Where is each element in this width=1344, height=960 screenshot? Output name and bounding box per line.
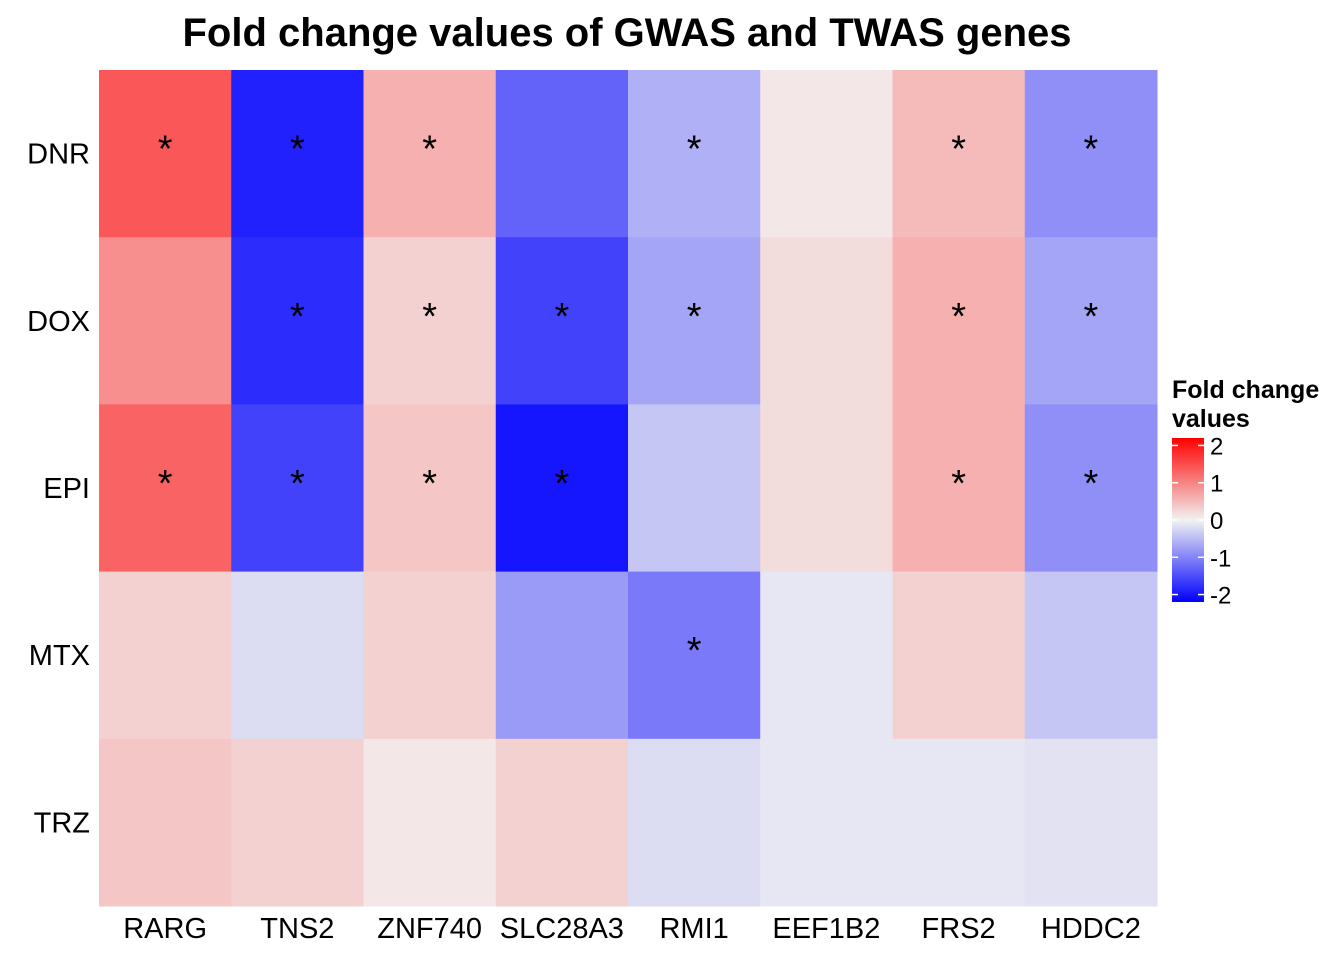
significance-star: *	[687, 129, 702, 171]
heatmap-cell-epi-eef1b2	[760, 404, 893, 573]
legend-tick-label: -2	[1210, 583, 1231, 610]
significance-star: *	[687, 296, 702, 338]
heatmap-cell-mtx-znf740	[363, 571, 497, 740]
significance-star: *	[1083, 296, 1098, 338]
heatmap-cell-epi-rmi1	[628, 404, 761, 573]
significance-star: *	[422, 463, 437, 505]
heatmap-cell-dnr-frs2	[892, 70, 1026, 238]
heatmap-cell-dnr-eef1b2	[760, 70, 893, 238]
y-tick-label: DNR	[27, 139, 90, 171]
significance-star: *	[951, 129, 966, 171]
heatmap-cells	[99, 70, 1158, 907]
heatmap-cell-mtx-rmi1	[628, 571, 761, 740]
significance-star: *	[554, 296, 569, 338]
legend-title-line2: values	[1172, 405, 1250, 433]
heatmap-cell-dox-eef1b2	[760, 237, 893, 405]
chart-title: Fold change values of GWAS and TWAS gene…	[182, 11, 1071, 55]
heatmap-cell-trz-eef1b2	[760, 738, 893, 907]
heatmap-cell-trz-frs2	[892, 738, 1026, 907]
heatmap-cell-epi-slc28a3	[495, 404, 629, 573]
legend-title-line1: Fold change	[1172, 376, 1319, 404]
significance-star: *	[422, 129, 437, 171]
heatmap-cell-mtx-tns2	[231, 571, 364, 740]
heatmap-cell-epi-tns2	[231, 404, 364, 573]
x-tick-label: EEF1B2	[772, 913, 880, 945]
y-tick-label: EPI	[43, 473, 90, 505]
legend-tick-label: 1	[1210, 471, 1223, 498]
x-tick-label: RARG	[123, 913, 207, 945]
x-tick-label: HDDC2	[1041, 913, 1141, 945]
color-legend: Fold change values 2 1 0 -1 -2	[1172, 376, 1319, 610]
legend-tick-label: -1	[1210, 545, 1231, 572]
heatmap-cell-trz-znf740	[363, 738, 497, 907]
significance-star: *	[1083, 129, 1098, 171]
heatmap-cell-dnr-slc28a3	[495, 70, 629, 238]
heatmap-cell-epi-znf740	[363, 404, 497, 573]
significance-star: *	[687, 630, 702, 672]
heatmap-cell-mtx-eef1b2	[760, 571, 893, 740]
heatmap-cell-dox-tns2	[231, 237, 364, 405]
heatmap-cell-mtx-rarg	[99, 571, 232, 740]
heatmap-cell-dnr-znf740	[363, 70, 497, 238]
legend-tick-label: 0	[1210, 508, 1223, 535]
heatmap-cell-dnr-rarg	[99, 70, 232, 238]
x-tick-label: SLC28A3	[500, 913, 624, 945]
significance-star: *	[951, 296, 966, 338]
heatmap-cell-trz-slc28a3	[495, 738, 629, 907]
significance-star: *	[951, 463, 966, 505]
significance-star: *	[158, 463, 173, 505]
heatmap-cell-dnr-rmi1	[628, 70, 761, 238]
significance-star: *	[1083, 463, 1098, 505]
y-tick-label: DOX	[27, 306, 90, 338]
heatmap-cell-trz-hddc2	[1024, 738, 1158, 907]
heatmap-cell-mtx-slc28a3	[495, 571, 629, 740]
heatmap-cell-dox-frs2	[892, 237, 1026, 405]
heatmap-cell-mtx-frs2	[892, 571, 1026, 740]
significance-star: *	[290, 463, 305, 505]
y-tick-label: MTX	[29, 640, 90, 672]
significance-star: *	[290, 296, 305, 338]
heatmap-cell-trz-rarg	[99, 738, 232, 907]
significance-star: *	[158, 129, 173, 171]
legend-tick-label: 2	[1210, 433, 1223, 460]
heatmap-cell-dnr-tns2	[231, 70, 364, 238]
y-axis-tick-labels: DNR DOX EPI MTX TRZ	[27, 139, 90, 840]
x-tick-label: FRS2	[922, 913, 996, 945]
heatmap-cell-dox-slc28a3	[495, 237, 629, 405]
heatmap-cell-epi-rarg	[99, 404, 232, 573]
significance-star: *	[422, 296, 437, 338]
heatmap-cell-mtx-hddc2	[1024, 571, 1158, 740]
x-axis-tick-labels: RARG TNS2 ZNF740 SLC28A3 RMI1 EEF1B2 FRS2 HDDC2	[123, 913, 1141, 945]
x-tick-label: TNS2	[260, 913, 334, 945]
y-tick-label: TRZ	[34, 807, 90, 839]
significance-star: *	[290, 129, 305, 171]
heatmap-cell-dox-rarg	[99, 237, 232, 405]
heatmap-cell-dnr-hddc2	[1024, 70, 1158, 238]
heatmap-cell-trz-rmi1	[628, 738, 761, 907]
x-tick-label: ZNF740	[377, 913, 482, 945]
x-tick-label: RMI1	[659, 913, 728, 945]
significance-markers: * * * * * * * * * * * * * * * * * * *	[158, 129, 1099, 673]
significance-star: *	[554, 463, 569, 505]
heatmap-cell-epi-hddc2	[1024, 404, 1158, 573]
heatmap-cell-dox-rmi1	[628, 237, 761, 405]
heatmap-cell-dox-znf740	[363, 237, 497, 405]
heatmap-cell-epi-frs2	[892, 404, 1026, 573]
heatmap-cell-trz-tns2	[231, 738, 364, 907]
heatmap-cell-dox-hddc2	[1024, 237, 1158, 405]
